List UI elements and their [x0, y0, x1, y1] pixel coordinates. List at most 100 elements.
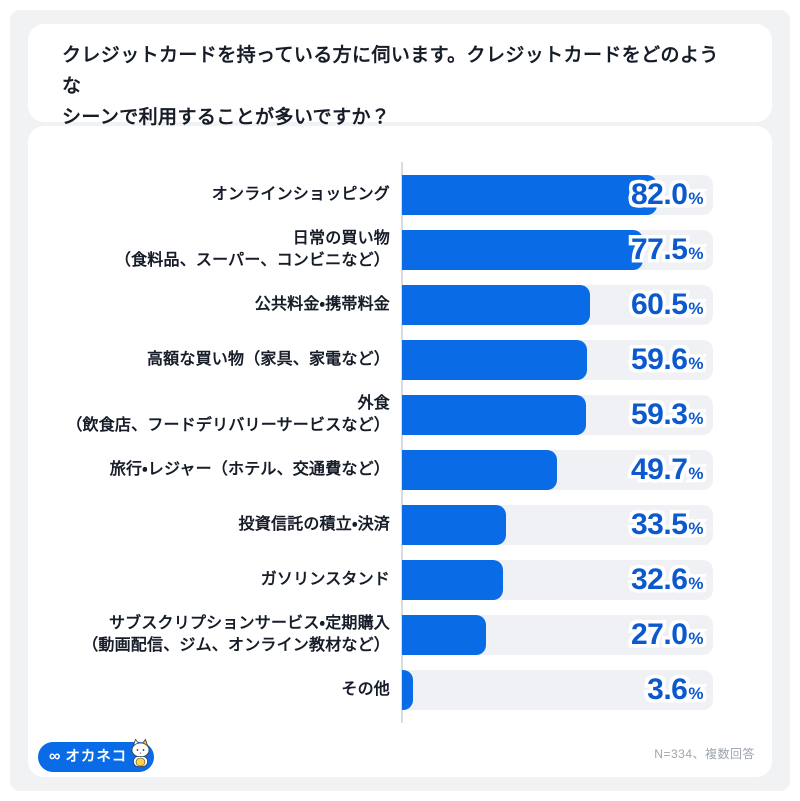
category-label-line: 日常の買い物	[292, 230, 390, 247]
bar	[402, 450, 557, 490]
category-label: ガソリンスタンド	[28, 560, 390, 600]
background-panel: クレジットカードを持っている方に伺います。クレジットカードをどのような シーンで…	[10, 10, 790, 791]
value-label: 59.3% 59.3%	[627, 395, 706, 435]
logo-text: オカネコ	[65, 748, 128, 765]
sample-size-note: N=334、複数回答	[654, 747, 755, 761]
value-number: 77.5	[630, 233, 688, 266]
bar	[402, 560, 504, 600]
category-label-line: サブスクリプションサービス・定期購入	[108, 615, 390, 632]
category-label-line: （飲食店、フードデリバリーサービスなど）	[66, 417, 390, 434]
value-fill: 27.0%	[630, 618, 704, 652]
value-number: 59.6	[630, 343, 688, 376]
percent-sign: %	[685, 186, 707, 212]
bar-chart: オンラインショッピング 82.0% 82.0% 日常の買い物 （食料品、スーパー、コンビ…	[28, 126, 772, 777]
value-number: 33.5	[627, 505, 691, 545]
percent-sign: %	[685, 241, 707, 267]
value-number: 59.6	[627, 340, 691, 380]
percent-sign: %	[685, 626, 707, 652]
bar	[402, 340, 588, 380]
value-fill: 82.0%	[630, 178, 704, 212]
category-label-line: 投資信託の積立・決済	[238, 516, 390, 533]
category-label-line: 外食	[357, 395, 390, 412]
chart-row: 投資信託の積立・決済 33.5% 33.5%	[28, 505, 772, 545]
value-number: 49.7	[630, 453, 688, 486]
chart-row: ガソリンスタンド 32.6% 32.6%	[28, 560, 772, 600]
category-label-line: 公共料金・携帯料金	[254, 296, 390, 313]
chart-row: オンラインショッピング 82.0% 82.0%	[28, 175, 772, 215]
bar	[402, 230, 643, 270]
percent-sign: %	[685, 351, 707, 377]
percent-sign: %	[688, 354, 703, 373]
value-label: 77.5% 77.5%	[627, 230, 707, 270]
percent-sign: %	[688, 684, 703, 703]
value-number: 32.6	[627, 560, 691, 600]
value-number: 59.3	[630, 398, 688, 431]
value-label: 3.6% 3.6%	[644, 670, 707, 710]
percent-sign: %	[688, 464, 703, 483]
survey-question-title: クレジットカードを持っている方に伺います。クレジットカードをどのような シーンで…	[62, 45, 719, 128]
value-label: 82.0% 82.0%	[627, 175, 707, 215]
category-label: 旅行・レジャー（ホテル、交通費など）	[28, 450, 390, 490]
percent-sign: %	[685, 571, 707, 597]
value-outline: 77.5%	[627, 230, 707, 270]
chart-row: 公共料金・携帯料金 60.5% 60.5%	[28, 285, 772, 325]
value-label: 33.5% 33.5%	[627, 505, 706, 545]
value-outline: 27.0%	[627, 615, 707, 655]
category-label-line: その他	[341, 681, 390, 698]
value-number: 3.6	[647, 673, 688, 706]
value-number: 3.6	[644, 670, 692, 710]
value-outline: 32.6%	[627, 560, 707, 600]
category-label: オンラインショッピング	[28, 175, 390, 215]
chart-row: その他 3.6% 3.6%	[28, 670, 772, 710]
chart-row: 旅行・レジャー（ホテル、交通費など） 49.7% 49.7%	[28, 450, 772, 490]
value-outline: 60.5%	[627, 285, 707, 325]
percent-sign: %	[688, 244, 703, 263]
okaneko-logo: ∞ オカネコ	[38, 738, 155, 772]
value-number: 49.7	[627, 450, 691, 490]
value-fill: 3.6%	[647, 673, 703, 707]
category-label-line: ガソリンスタンド	[260, 571, 390, 588]
bar	[402, 505, 507, 545]
category-label-line: （食料品、スーパー、コンビニなど）	[114, 252, 390, 269]
bar	[402, 285, 591, 325]
infinity-logo-icon: ∞	[49, 748, 61, 765]
chart-row: 高額な買い物（家具、家電など） 59.6% 59.6%	[28, 340, 772, 380]
value-number: 33.5	[630, 508, 688, 541]
value-label: 32.6% 32.6%	[627, 560, 707, 600]
value-outline: 59.6%	[627, 340, 707, 380]
percent-sign: %	[688, 189, 703, 208]
value-fill: 33.5%	[630, 508, 704, 542]
category-label-line: （動画配信、ジム、オンライン教材など）	[82, 637, 390, 654]
chart-card: オンラインショッピング 82.0% 82.0% 日常の買い物 （食料品、スーパー、コンビ…	[28, 126, 772, 777]
value-number: 77.5	[627, 230, 691, 270]
chart-row: 日常の買い物 （食料品、スーパー、コンビニなど） 77.5% 77.5%	[28, 230, 772, 270]
bar-track	[402, 670, 713, 710]
value-outline: 49.7%	[627, 450, 706, 490]
value-outline: 33.5%	[627, 505, 706, 545]
cat-mascot-icon	[131, 738, 150, 767]
category-label-line: 高額な買い物（家具、家電など）	[146, 351, 390, 368]
value-number: 27.0	[630, 618, 688, 651]
value-fill: 32.6%	[631, 563, 704, 597]
percent-sign: %	[688, 299, 703, 318]
percent-sign: %	[688, 409, 703, 428]
category-label: 投資信託の積立・決済	[28, 505, 390, 545]
axis-line	[401, 162, 403, 723]
value-fill: 77.5%	[630, 233, 704, 267]
percent-sign: %	[688, 519, 703, 538]
category-label: 日常の買い物 （食料品、スーパー、コンビニなど）	[28, 230, 390, 270]
value-outline: 82.0%	[627, 175, 707, 215]
bar	[402, 395, 587, 435]
value-outline: 59.3%	[627, 395, 706, 435]
percent-sign: %	[688, 574, 703, 593]
value-number: 60.5	[627, 285, 691, 325]
value-number: 27.0	[627, 615, 691, 655]
percent-sign: %	[685, 296, 707, 322]
percent-sign: %	[685, 681, 707, 707]
value-fill: 59.3%	[630, 398, 704, 432]
value-number: 82.0	[630, 178, 688, 211]
value-fill: 60.5%	[630, 288, 704, 322]
value-number: 60.5	[630, 288, 688, 321]
value-label: 59.6% 59.6%	[627, 340, 707, 380]
bar	[402, 670, 414, 710]
